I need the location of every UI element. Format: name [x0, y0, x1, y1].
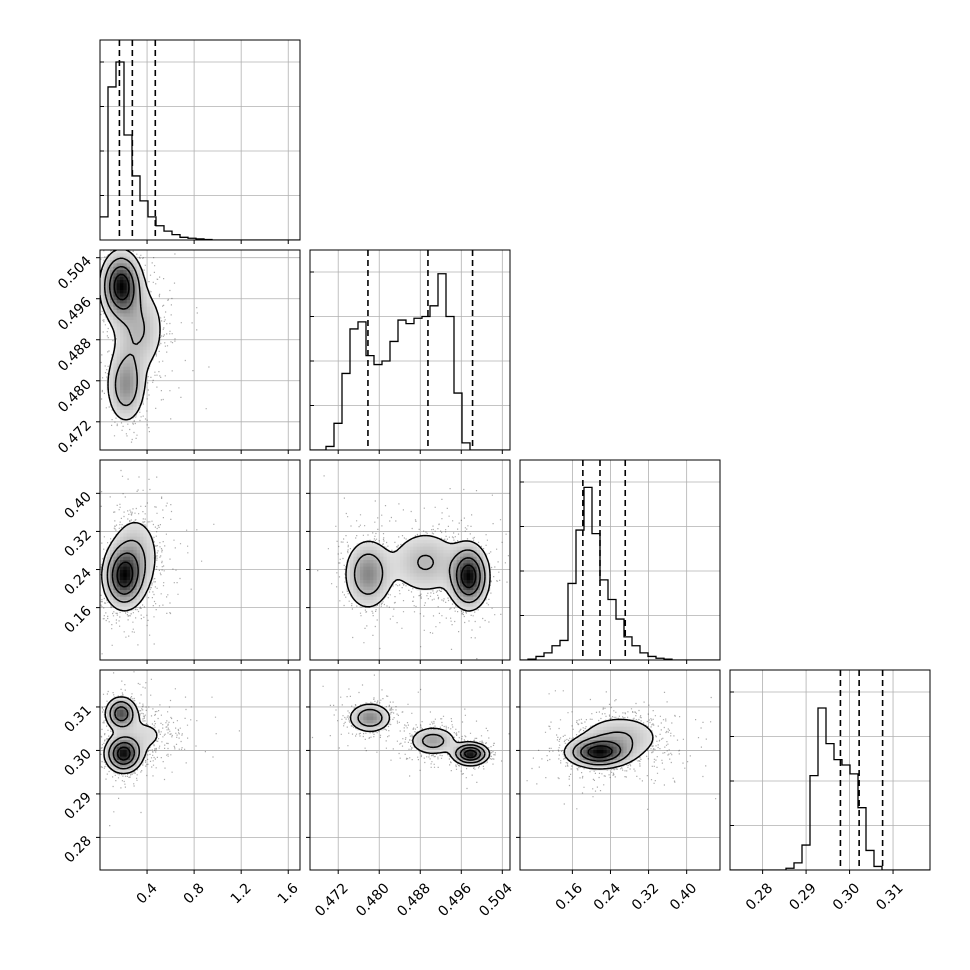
- joint-p1-p2-contour-1: [103, 257, 146, 407]
- joint-p1-p4-contour-2: [112, 706, 136, 766]
- joint-p3-p4-frame: [519, 669, 721, 871]
- joint-p1-p3-density: [103, 523, 154, 611]
- ytick-label-p4-0: 0.28: [61, 833, 94, 866]
- joint-p2-p4-contour-3: [463, 749, 478, 759]
- joint-p2-p4-frame: [309, 669, 511, 871]
- joint-p2-p4-points: [311, 674, 510, 790]
- xtick-label-p4-1: 0.29: [786, 880, 819, 913]
- joint-p2-p3-frame: [309, 459, 511, 661]
- joint-p1-p3-contour-0: [101, 521, 156, 612]
- xtick-label-p1-0: 0.4: [134, 880, 161, 907]
- ytick-label-p3-1: 0.24: [61, 565, 94, 598]
- joint-p1-p4-contour-1: [108, 701, 141, 770]
- joint-p2-p3-contour-1: [353, 549, 486, 604]
- ytick-label-p2-2: 0.488: [55, 335, 95, 375]
- hist-p3-step: [520, 486, 720, 660]
- hist-p1-step: [100, 61, 300, 240]
- joint-p1-p3-contour-3: [116, 561, 134, 588]
- joint-p2-p3: [310, 460, 510, 660]
- joint-p3-p4-contour-1: [572, 731, 634, 766]
- joint-p1-p2-contour-2: [108, 265, 135, 310]
- joint-p1-p3: [100, 460, 300, 660]
- joint-p3-p4-contour-0: [563, 718, 654, 770]
- joint-p2-p3-contour-3: [460, 564, 477, 589]
- joint-p1-p4: [100, 670, 300, 870]
- xtick-label-p4-0: 0.28: [743, 880, 776, 913]
- hist-p3-frame: [519, 459, 721, 661]
- joint-p1-p3-contour-2: [111, 552, 139, 595]
- hist-p4-step: [730, 707, 930, 870]
- xtick-label-p4-2: 0.30: [830, 880, 863, 913]
- joint-p2-p3-contour-2: [455, 557, 481, 596]
- joint-p2-p4-contour-0: [349, 703, 491, 767]
- ytick-label-p4-3: 0.31: [61, 703, 94, 736]
- hist-p2-frame: [309, 249, 511, 451]
- ytick-label-p3-3: 0.40: [61, 489, 94, 522]
- hist-p2-step: [310, 273, 510, 450]
- hist-p2: [310, 250, 510, 450]
- xtick-label-p2-4: 0.504: [476, 880, 516, 920]
- ytick-label-p2-0: 0.472: [55, 417, 95, 457]
- joint-p2-p4: [310, 670, 510, 870]
- joint-p1-p3-frame: [99, 459, 301, 661]
- xtick-label-p3-3: 0.40: [667, 880, 700, 913]
- ytick-label-p4-2: 0.30: [61, 746, 94, 779]
- xtick-label-p2-2: 0.488: [394, 880, 434, 920]
- hist-p3: [520, 460, 720, 660]
- xtick-label-p3-2: 0.32: [629, 880, 662, 913]
- xtick-label-p2-3: 0.496: [435, 880, 475, 920]
- ytick-label-p3-2: 0.32: [61, 527, 94, 560]
- joint-p3-p4: [520, 670, 720, 870]
- joint-p1-p2-contour-0: [100, 250, 161, 421]
- joint-p1-p2-contour-3: [113, 273, 130, 301]
- xtick-label-p1-1: 0.8: [181, 880, 208, 907]
- xtick-label-p1-2: 1.2: [228, 880, 255, 907]
- xtick-label-p3-0: 0.16: [553, 880, 586, 913]
- xtick-label-p2-1: 0.480: [353, 880, 393, 920]
- ytick-label-p3-0: 0.16: [61, 603, 94, 636]
- joint-p1-p4-frame: [99, 669, 301, 871]
- joint-p1-p4-contour-3: [116, 746, 131, 761]
- xtick-label-p3-1: 0.24: [591, 880, 624, 913]
- joint-p2-p3-contour-0: [345, 534, 491, 612]
- joint-p1-p4-contour-0: [103, 696, 158, 775]
- joint-p3-p4-contour-2: [580, 740, 622, 762]
- joint-p3-p4-contour-3: [587, 745, 613, 759]
- ytick-label-p4-1: 0.29: [61, 789, 94, 822]
- xtick-label-p4-3: 0.31: [873, 880, 906, 913]
- joint-p2-p3-density: [346, 536, 491, 611]
- ytick-label-p2-4: 0.504: [55, 253, 95, 293]
- joint-p1-p2: [100, 250, 300, 450]
- joint-p1-p3-contour-1: [106, 539, 146, 603]
- xtick-label-p1-3: 1.6: [275, 880, 302, 907]
- hist-p4: [730, 670, 930, 870]
- hist-p1: [100, 40, 300, 240]
- hist-p1-frame: [99, 39, 301, 241]
- joint-p2-p4-contour-2: [459, 746, 482, 761]
- hist-p4-frame: [729, 669, 931, 871]
- xtick-label-p2-0: 0.472: [312, 880, 352, 920]
- joint-p2-p4-contour-1: [357, 708, 486, 764]
- ytick-label-p2-3: 0.496: [55, 294, 95, 334]
- joint-p1-p2-frame: [99, 249, 301, 451]
- ytick-label-p2-1: 0.480: [55, 376, 95, 416]
